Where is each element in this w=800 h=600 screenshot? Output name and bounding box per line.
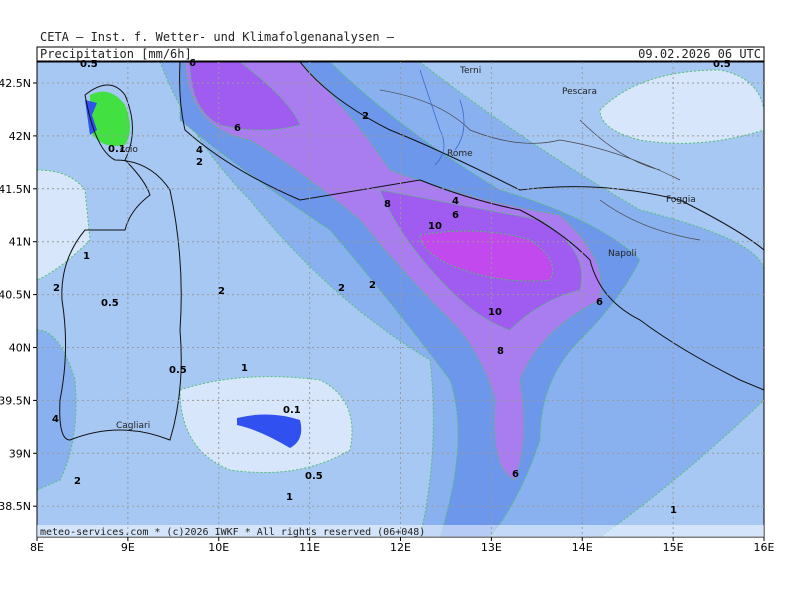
lon-label: 11E	[299, 541, 320, 554]
band-max	[419, 230, 553, 282]
lat-label: 42.5N	[0, 77, 31, 90]
contour-label: 1	[83, 251, 90, 262]
contour-label: 1	[286, 492, 293, 503]
lon-label: 10E	[208, 541, 229, 554]
band-lightest	[599, 69, 764, 144]
place-name: Napoli	[608, 249, 636, 259]
band-lightest	[37, 169, 91, 281]
contour-label: 6	[189, 58, 196, 69]
border	[379, 89, 701, 241]
band-high	[179, 62, 641, 537]
lon-label: 14E	[572, 541, 593, 554]
contour-label: 10	[488, 307, 502, 318]
contour-label: 8	[497, 346, 504, 357]
lat-label: 39.5N	[0, 394, 31, 407]
place-name: ccio	[120, 145, 138, 155]
contour-label: 0.1	[108, 144, 126, 155]
contour-label: 4	[196, 145, 203, 156]
contour-label: 2	[53, 283, 60, 294]
contour-label: 0.5	[80, 59, 98, 70]
header-time: 09.02.2026 06 UTC	[638, 47, 761, 61]
contour-label: 2	[218, 286, 225, 297]
contour-label: 0.5	[305, 471, 323, 482]
band-purple	[184, 62, 603, 481]
contour-label: 6	[452, 210, 459, 221]
header-variable: Precipitation [mm/6h]	[40, 47, 192, 61]
coastline	[59, 84, 182, 441]
lat-label: 39N	[9, 447, 31, 460]
lon-label: 8E	[30, 541, 44, 554]
coastline	[299, 62, 764, 251]
lat-label: 40N	[9, 342, 31, 355]
contour-label: 0.5	[101, 298, 119, 309]
place-name: Foggia	[666, 195, 696, 205]
contour-label: 4	[452, 196, 459, 207]
lat-label: 42N	[9, 130, 31, 143]
contour-label: 6	[234, 123, 241, 134]
lon-label: 13E	[481, 541, 502, 554]
contour-label: 1	[241, 363, 248, 374]
coastline	[179, 62, 764, 391]
lon-label: 12E	[390, 541, 411, 554]
contour-label: 2	[338, 283, 345, 294]
contour-label: 0.5	[169, 365, 187, 376]
contour-label: 6	[596, 297, 603, 308]
header-bar	[36, 46, 765, 62]
place-name: Pescara	[562, 87, 597, 97]
place-name: Rome	[447, 149, 473, 159]
footer: meteo-services.com * (c)2026 IWKF * All …	[40, 527, 425, 538]
contour-label: 6	[512, 469, 519, 480]
map-overlays: 8E 9E 10E 11E 12E 13E 14E 15E 16E42.5N42N41.5N41…	[0, 58, 775, 554]
contour-label: 1	[670, 505, 677, 516]
contour-label: 2	[369, 280, 376, 291]
lat-label: 40.5N	[0, 289, 31, 302]
place-name: Terni	[459, 66, 481, 76]
header-title: CETA — Inst. f. Wetter- und Klimafolgena…	[40, 30, 395, 44]
lon-label: 9E	[121, 541, 135, 554]
contour-label: 2	[362, 111, 369, 122]
lat-label: 38.5N	[0, 500, 31, 513]
lon-label: 15E	[663, 541, 684, 554]
contour-label: 0.1	[283, 405, 301, 416]
contour-label: 8	[384, 199, 391, 210]
place-name: Cagliari	[116, 421, 150, 431]
lon-label: 16E	[754, 541, 775, 554]
lat-label: 41N	[9, 236, 31, 249]
contour-label: 4	[52, 414, 59, 425]
contour-label: 2	[74, 476, 81, 487]
contour-label: 2	[196, 157, 203, 168]
river	[419, 69, 465, 166]
precip-field	[37, 62, 764, 537]
contour-label: 10	[428, 221, 442, 232]
lat-label: 41.5N	[0, 183, 31, 196]
band-green	[90, 91, 130, 146]
contour-label: 0.5	[713, 59, 731, 70]
band-mid	[37, 329, 77, 491]
